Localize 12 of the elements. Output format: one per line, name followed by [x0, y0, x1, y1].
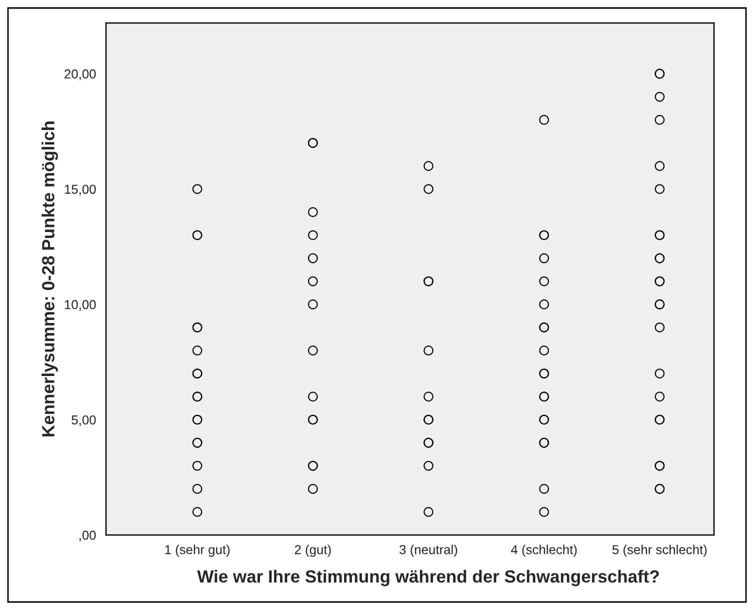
x-tick-label: 3 (neutral) — [400, 544, 458, 557]
x-tick-label: 2 (gut) — [294, 544, 331, 557]
y-axis-title: Kennerlysumme: 0-28 Punkte möglich — [42, 122, 58, 436]
x-tick-label: 1 (sehr gut) — [165, 544, 230, 557]
x-tick-label: 5 (sehr schlecht) — [612, 544, 707, 557]
y-tick-label: 10,00 — [64, 300, 96, 311]
x-tick-label: 4 (schlecht) — [511, 544, 577, 557]
y-tick-label: ,00 — [79, 530, 96, 542]
x-axis-title: Wie war Ihre Stimmung während der Schwangerschaft? — [197, 570, 659, 586]
y-tick-label: 5,00 — [72, 415, 96, 426]
y-tick-label: 20,00 — [64, 69, 96, 80]
y-tick-label: 15,00 — [64, 184, 96, 196]
